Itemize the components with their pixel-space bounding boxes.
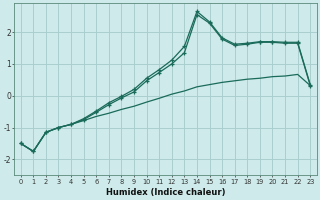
X-axis label: Humidex (Indice chaleur): Humidex (Indice chaleur) [106,188,225,197]
